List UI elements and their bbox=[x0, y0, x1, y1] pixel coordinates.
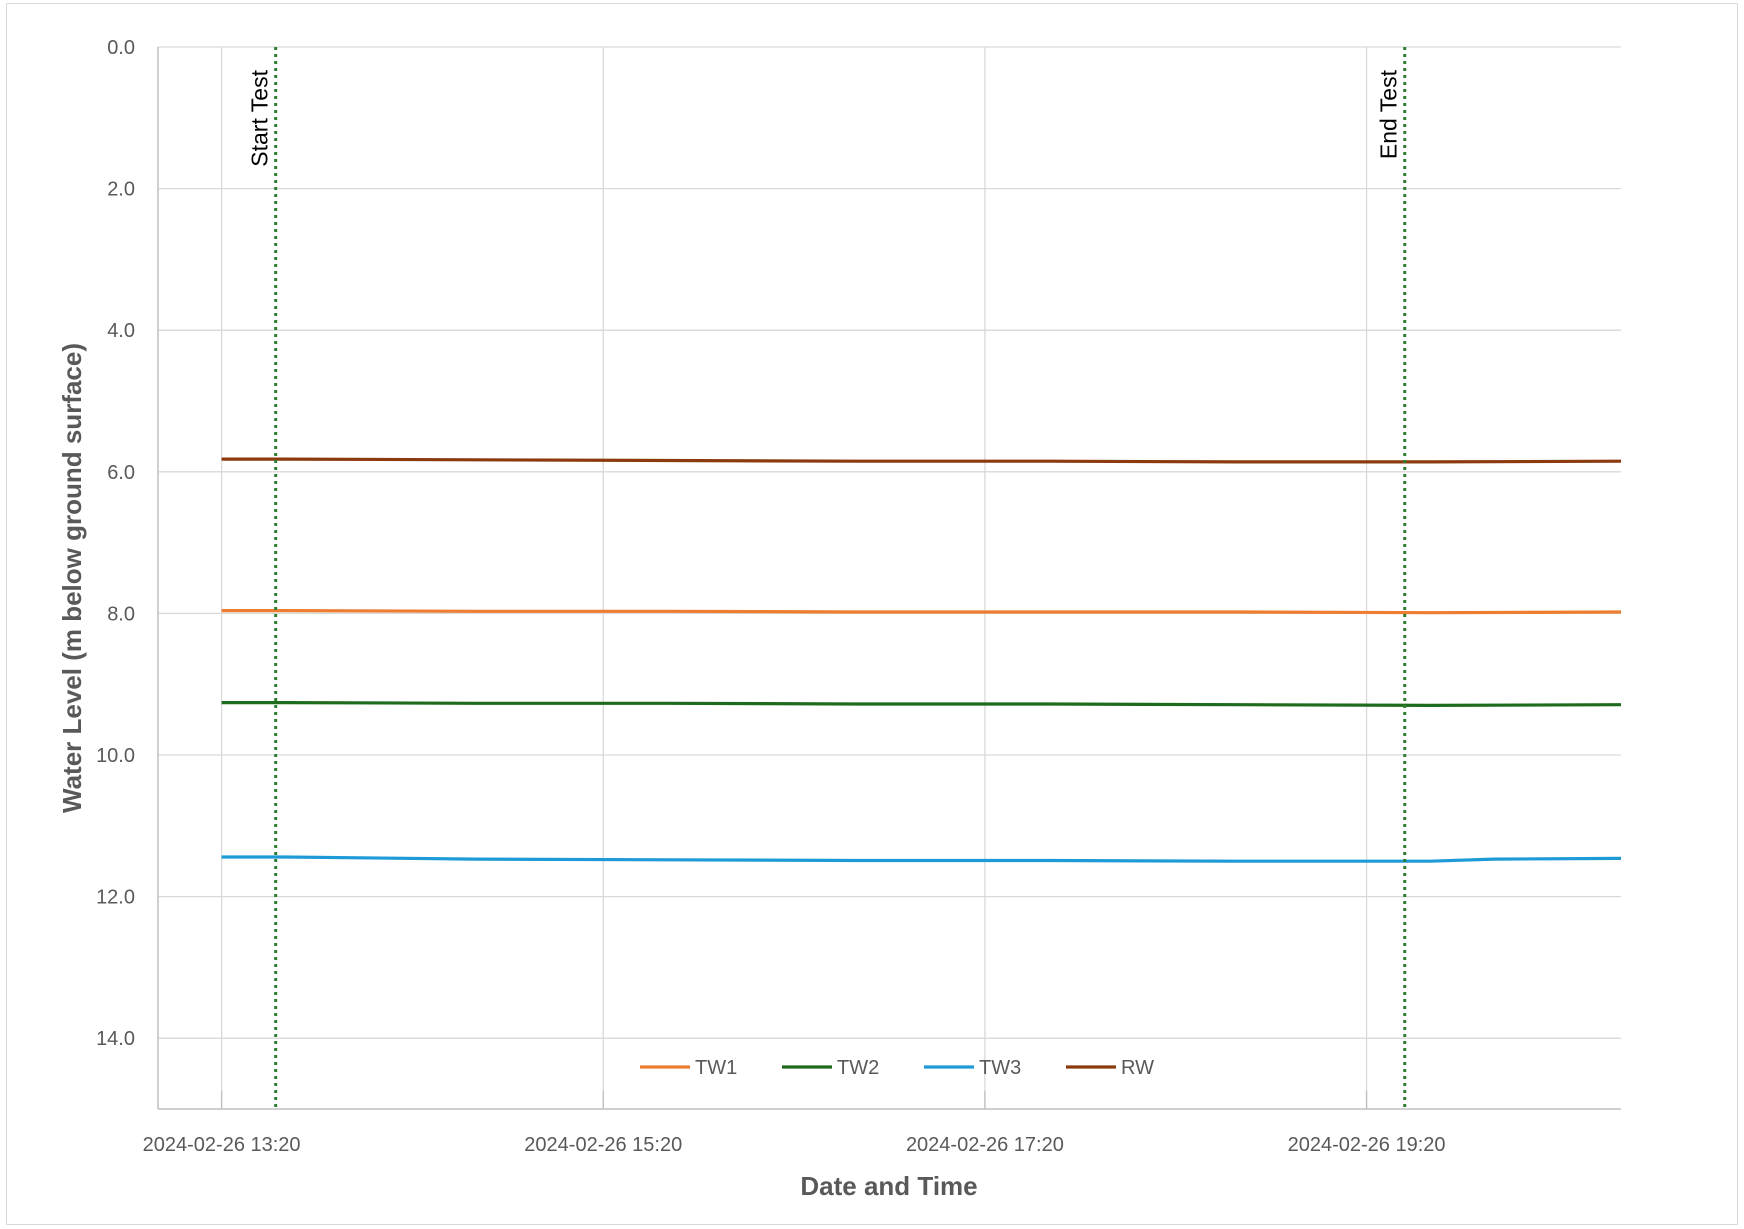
marker-label: Start Test bbox=[247, 69, 273, 166]
y-tick-label: 2.0 bbox=[107, 179, 135, 201]
legend-label-rw: RW bbox=[1121, 1057, 1154, 1079]
x-tick-label: 2024-02-26 19:20 bbox=[1288, 1134, 1446, 1156]
x-tick-label: 2024-02-26 13:20 bbox=[143, 1134, 301, 1156]
annotations-layer: Start Test End Test bbox=[247, 47, 1407, 1109]
x-tick-label: 2024-02-26 17:20 bbox=[906, 1134, 1064, 1156]
legend-label-tw3: TW3 bbox=[979, 1057, 1021, 1079]
series-line-tw2 bbox=[221, 700, 1622, 708]
legend: TW1 TW2 TW3 RW bbox=[640, 1057, 1154, 1079]
series-line-tw1 bbox=[221, 608, 1622, 615]
series-line-tw3 bbox=[221, 855, 1622, 863]
x-axis-title: Date and Time bbox=[800, 1171, 977, 1201]
series-line-rw bbox=[221, 457, 1622, 464]
y-tick-label: 0.0 bbox=[107, 37, 135, 59]
y-tick-label: 8.0 bbox=[107, 603, 135, 625]
x-tick-label: 2024-02-26 15:20 bbox=[524, 1134, 682, 1156]
y-tick-label: 12.0 bbox=[96, 887, 135, 909]
y-tick-label: 10.0 bbox=[96, 745, 135, 767]
gridlines bbox=[158, 46, 1621, 1109]
y-tick-label: 6.0 bbox=[107, 462, 135, 484]
y-tick-label: 14.0 bbox=[96, 1028, 135, 1050]
legend-label-tw2: TW2 bbox=[837, 1057, 879, 1079]
marker-label: End Test bbox=[1376, 69, 1402, 159]
axes: 0.0 2.0 4.0 6.0 8.0 10.0 12.0 14.0 2024-02-26 13… bbox=[96, 37, 1621, 1156]
series-layer bbox=[221, 457, 1622, 863]
y-axis-title: Water Level (m below ground surface) bbox=[57, 343, 87, 813]
legend-label-tw1: TW1 bbox=[695, 1057, 737, 1079]
y-tick-label: 4.0 bbox=[107, 320, 135, 342]
